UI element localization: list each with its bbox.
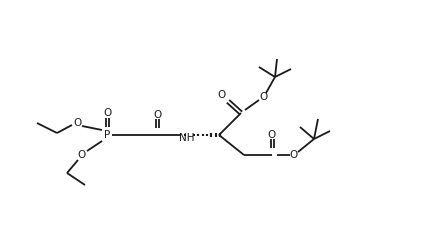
Text: NH: NH	[179, 133, 195, 143]
Text: O: O	[78, 150, 86, 160]
Text: O: O	[290, 150, 298, 160]
Text: O: O	[268, 130, 276, 140]
Text: O: O	[153, 110, 161, 120]
Text: O: O	[259, 92, 267, 102]
Text: O: O	[103, 108, 111, 118]
Text: O: O	[73, 118, 81, 128]
Text: P: P	[104, 130, 110, 140]
Text: O: O	[217, 90, 225, 100]
